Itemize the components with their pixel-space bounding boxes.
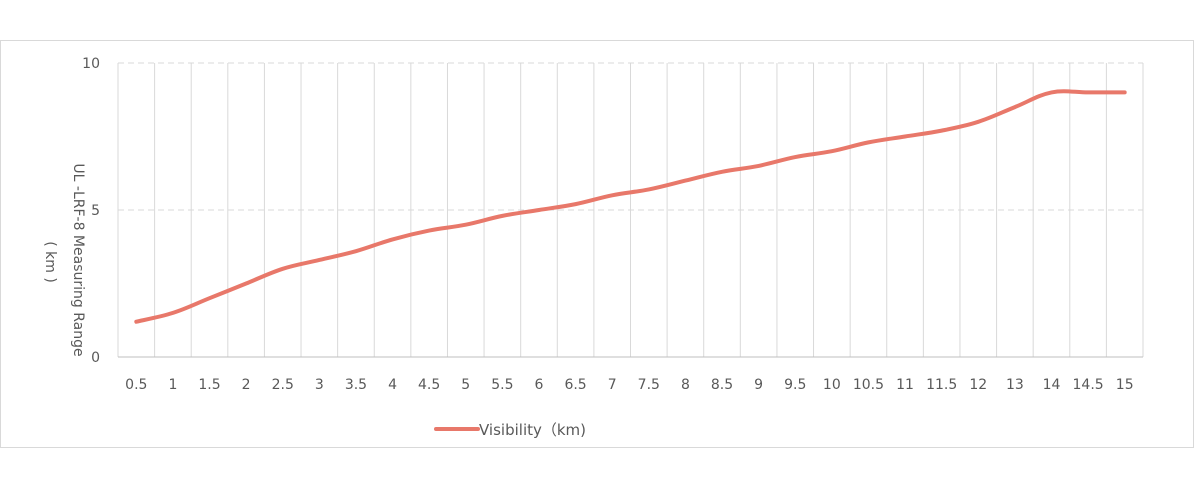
x-tick-label: 2 <box>242 377 251 393</box>
x-tick-label: 8 <box>681 377 690 393</box>
x-tick-label: 11 <box>896 377 914 393</box>
legend-label: Visibility（km) <box>479 421 586 439</box>
x-tick-label: 14 <box>1043 377 1061 393</box>
x-tick-label: 6 <box>535 377 544 393</box>
x-tick-label: 15 <box>1116 377 1134 393</box>
x-tick-label: 3.5 <box>345 377 367 393</box>
x-tick-label: 7.5 <box>638 377 660 393</box>
y-tick-label: 5 <box>91 203 100 219</box>
grid <box>117 62 1144 358</box>
x-tick-label: 9 <box>754 377 763 393</box>
x-tick-label: 5.5 <box>491 377 513 393</box>
x-tick-label: 11.5 <box>926 377 957 393</box>
x-tick-label: 12 <box>969 377 987 393</box>
x-tick-label: 4 <box>388 377 397 393</box>
x-tick-label: 10.5 <box>853 377 884 393</box>
y-tick-label: 10 <box>82 56 100 72</box>
x-tick-label: 5 <box>461 377 470 393</box>
x-tick-label: 1.5 <box>198 377 220 393</box>
x-tick-label: 6.5 <box>564 377 586 393</box>
x-tick-label: 7 <box>608 377 617 393</box>
x-tick-label: 0.5 <box>125 377 147 393</box>
series-lines <box>134 89 1127 324</box>
y-axis-title: UL -LRF-8 Measuring Range ( km ) <box>42 163 86 356</box>
y-tick-labels: 0 5 10 <box>82 56 100 366</box>
y-axis-title-line2: ( km ) <box>42 241 58 283</box>
legend: Visibility（km) <box>434 421 586 439</box>
y-tick-label: 0 <box>91 350 100 366</box>
x-tick-label: 10 <box>823 377 841 393</box>
x-tick-label: 4.5 <box>418 377 440 393</box>
chart-frame <box>0 40 1194 448</box>
x-tick-label: 2.5 <box>272 377 294 393</box>
series-line <box>134 89 1127 324</box>
x-tick-label: 3 <box>315 377 324 393</box>
x-tick-label: 8.5 <box>711 377 733 393</box>
x-tick-labels: 0.5 1 1.5 2 2.5 3 3.5 4 4.5 5 5.5 6 6.5 7 7.5 8 8.5 9 9.5 1… <box>125 377 1133 393</box>
x-tick-label: 14.5 <box>1073 377 1104 393</box>
x-tick-label: 13 <box>1006 377 1024 393</box>
y-axis-title-line1: UL -LRF-8 Measuring Range <box>70 163 86 356</box>
x-tick-label: 9.5 <box>784 377 806 393</box>
x-tick-label: 1 <box>168 377 177 393</box>
